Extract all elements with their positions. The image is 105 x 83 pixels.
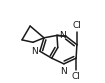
Text: N: N (59, 31, 66, 40)
Text: Cl: Cl (72, 21, 81, 30)
Text: N: N (31, 47, 37, 56)
Text: N: N (60, 67, 67, 76)
Text: Cl: Cl (72, 72, 81, 81)
